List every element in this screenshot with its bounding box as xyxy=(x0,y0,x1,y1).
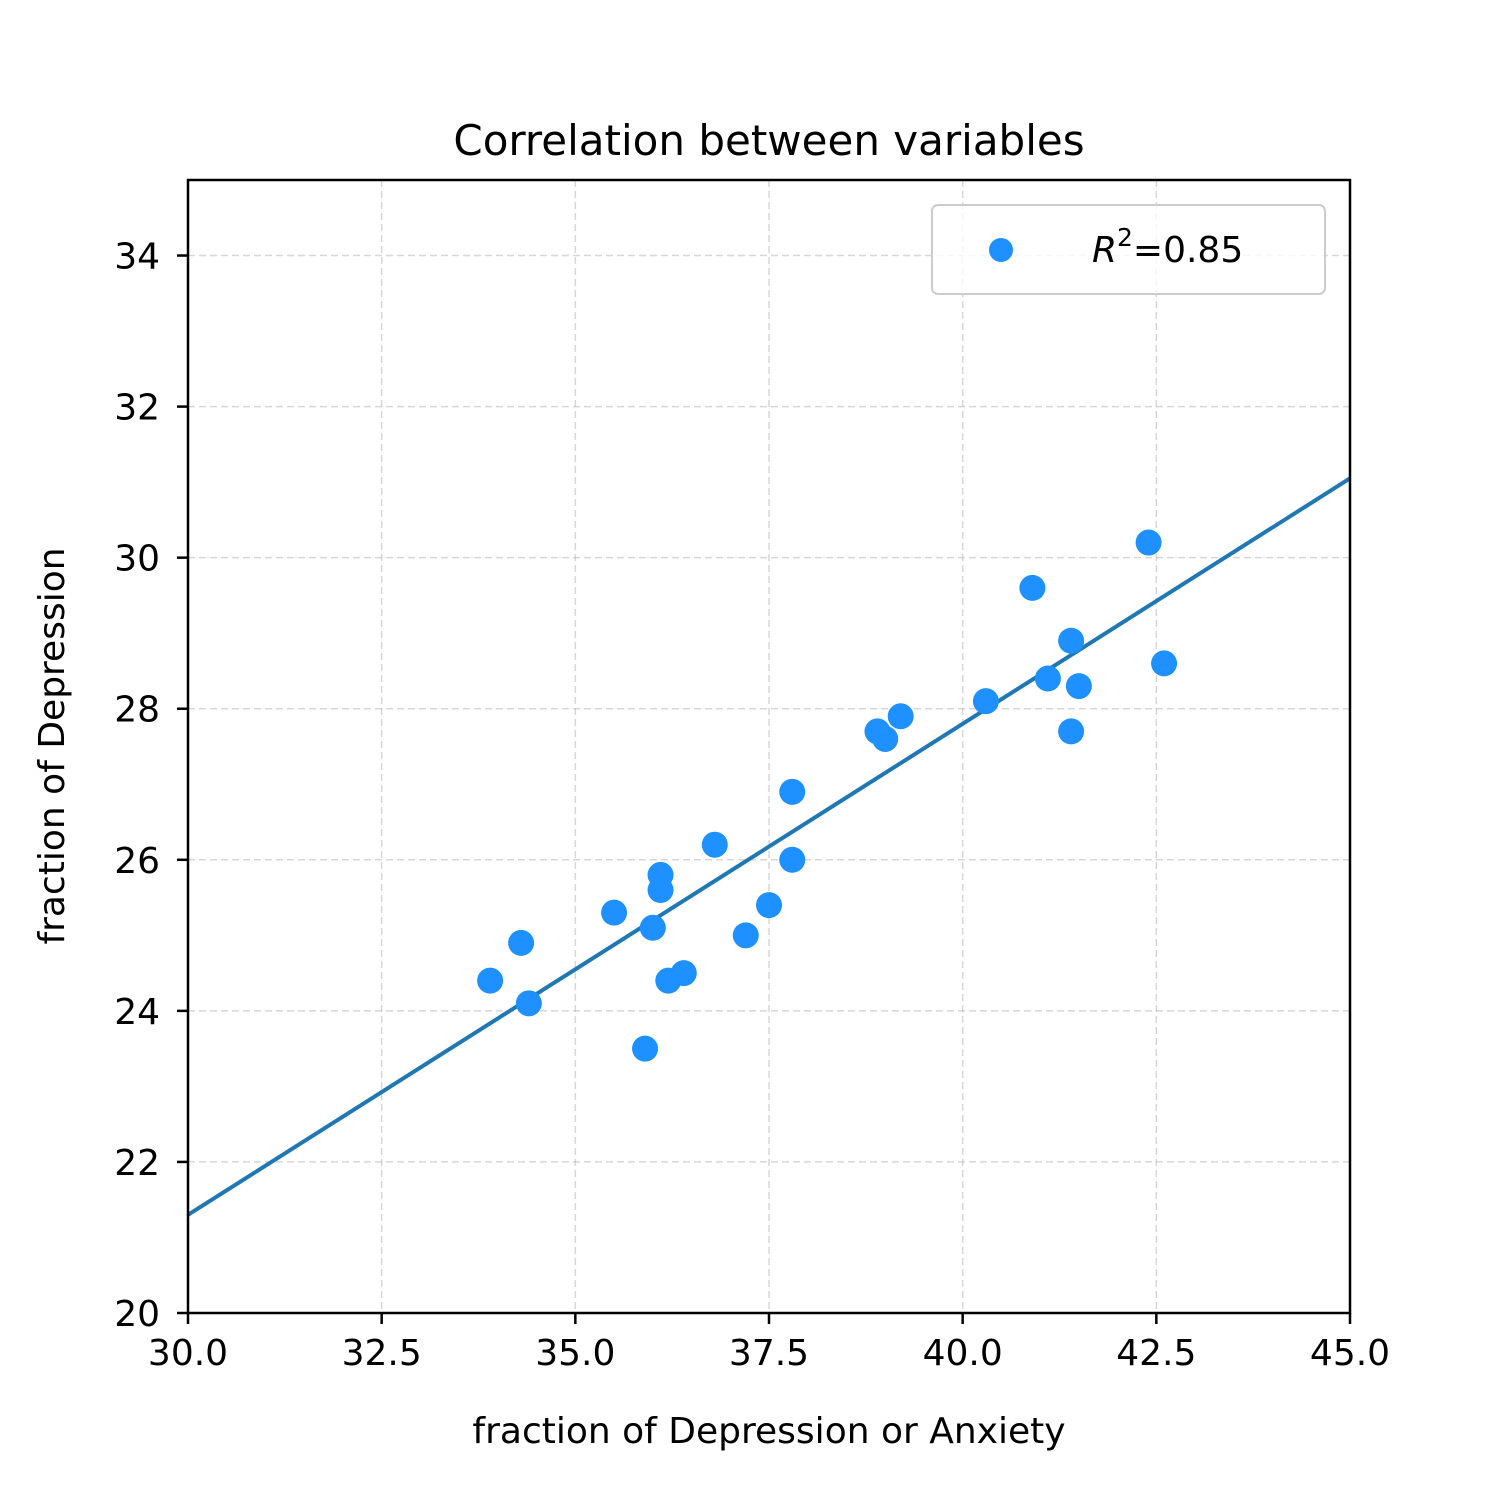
data-point xyxy=(701,831,728,858)
y-tick-label: 24 xyxy=(114,992,160,1033)
data-point xyxy=(887,703,914,730)
data-point xyxy=(1034,665,1061,692)
x-tick-label: 42.5 xyxy=(1116,1333,1196,1374)
y-tick-label: 26 xyxy=(114,841,160,882)
x-tick-label: 32.5 xyxy=(342,1333,422,1374)
data-point xyxy=(1151,650,1178,677)
legend-label: R2=0.85 xyxy=(1092,223,1243,271)
data-point xyxy=(477,967,504,994)
fit-line-group xyxy=(186,476,1352,1217)
data-point xyxy=(670,960,697,987)
y-tick-label: 20 xyxy=(114,1294,160,1335)
y-axis-ticks: 20 22 24 26 28 30 32 34 xyxy=(114,237,188,1335)
x-tick-label: 40.0 xyxy=(923,1333,1003,1374)
fit-line xyxy=(186,476,1352,1217)
data-point xyxy=(872,725,899,752)
y-tick-label: 28 xyxy=(114,690,160,731)
y-tick-label: 22 xyxy=(114,1143,160,1184)
legend-box xyxy=(931,204,1326,295)
y-tick-label: 30 xyxy=(114,539,160,580)
x-tick-label: 30.0 xyxy=(148,1333,228,1374)
data-point xyxy=(779,778,806,805)
chart-title: Correlation between variables xyxy=(453,116,1084,165)
data-point xyxy=(972,688,999,715)
x-tick-label: 37.5 xyxy=(729,1333,809,1374)
legend-marker xyxy=(989,238,1013,262)
data-point xyxy=(1058,627,1085,654)
data-point xyxy=(601,899,628,926)
y-axis-label: fraction of Depression xyxy=(32,547,73,944)
data-point xyxy=(756,892,782,919)
legend-superscript: 2 xyxy=(1117,223,1133,252)
data-point xyxy=(508,929,535,956)
data-point xyxy=(732,922,759,949)
data-point xyxy=(639,914,666,941)
data-point xyxy=(1135,529,1162,556)
x-axis-label: fraction of Depression or Anxiety xyxy=(472,1411,1065,1452)
x-axis-ticks: 30.0 32.5 35.0 37.5 40.0 42.5 45.0 xyxy=(148,1313,1390,1374)
data-points xyxy=(477,529,1178,1062)
legend-value: =0.85 xyxy=(1133,230,1243,271)
x-tick-label: 45.0 xyxy=(1310,1333,1390,1374)
y-tick-label: 32 xyxy=(114,388,160,429)
legend-r-symbol: R xyxy=(1092,230,1117,271)
data-point xyxy=(1058,718,1085,745)
data-point xyxy=(515,990,542,1017)
y-tick-label: 34 xyxy=(114,237,160,278)
data-point xyxy=(1065,673,1092,700)
data-point xyxy=(779,846,806,873)
data-point xyxy=(1019,574,1046,601)
data-point xyxy=(632,1035,659,1062)
data-point xyxy=(647,877,674,904)
legend: R2=0.85 xyxy=(931,204,1326,295)
x-tick-label: 35.0 xyxy=(535,1333,615,1374)
